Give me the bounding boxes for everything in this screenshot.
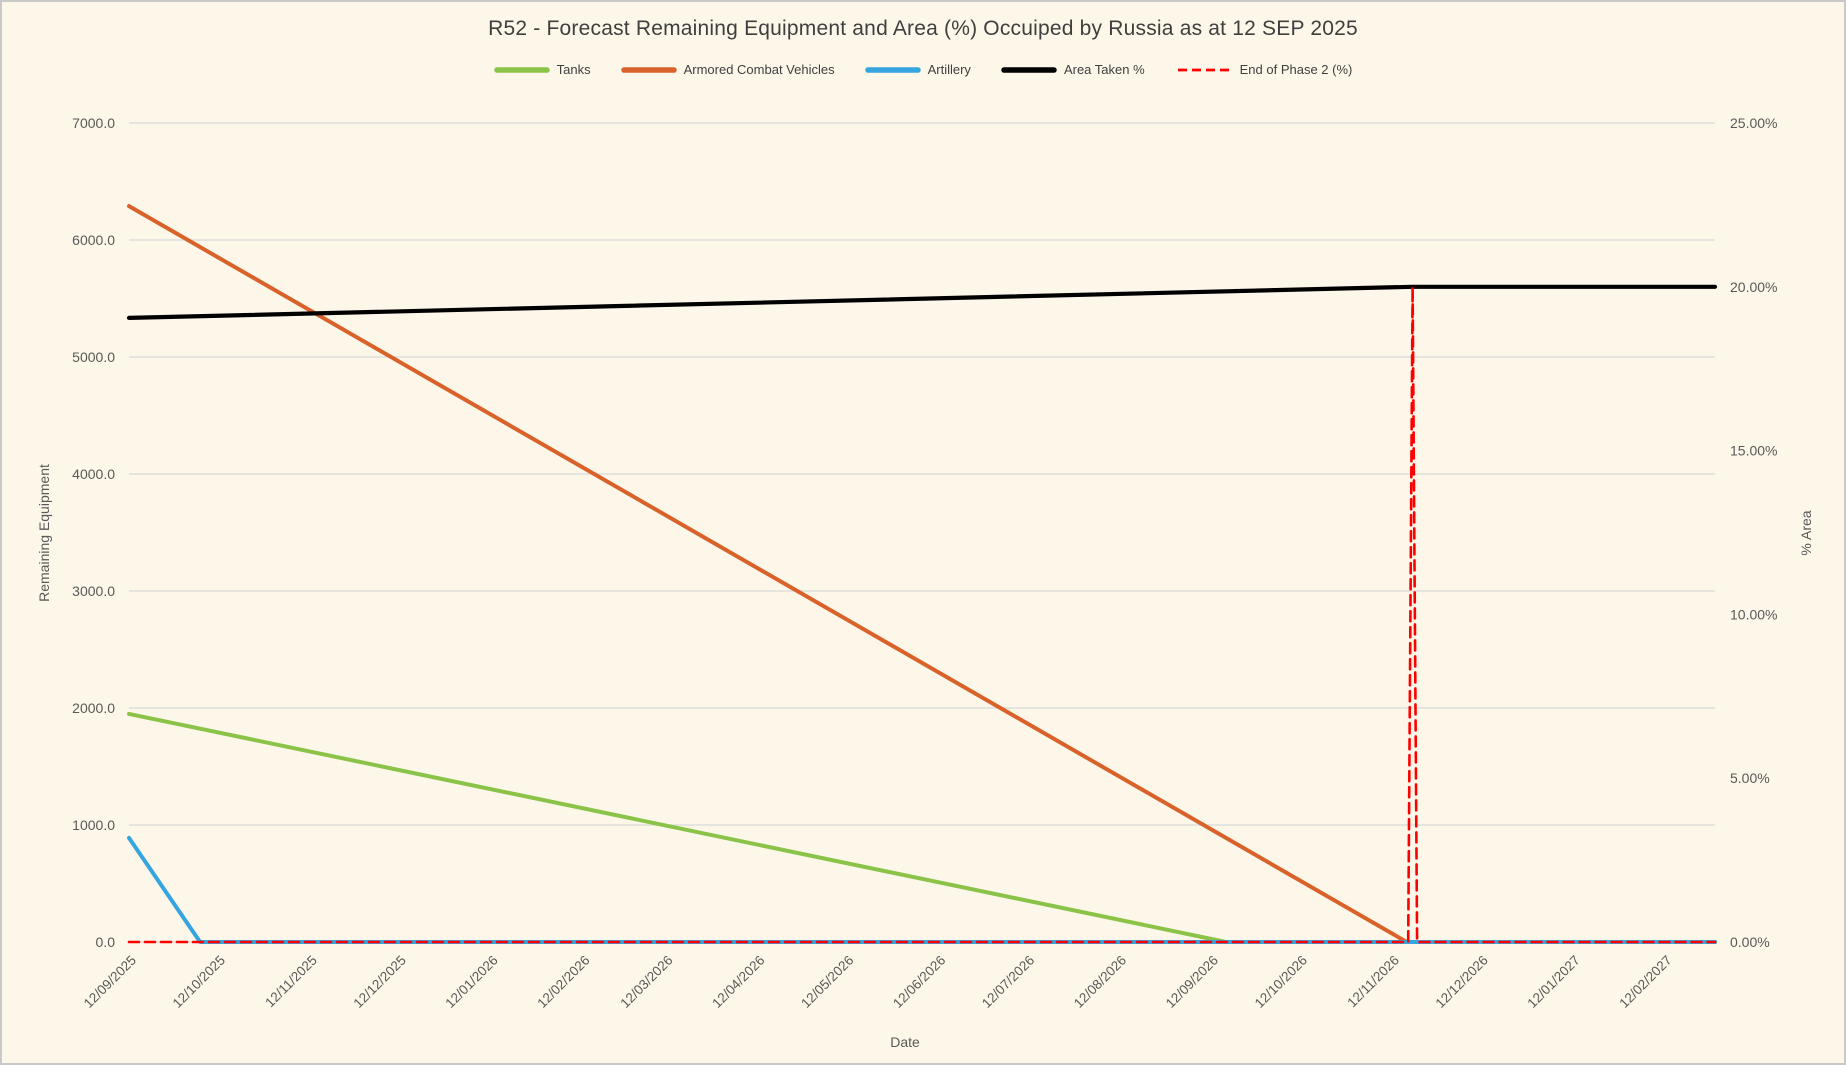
legend-item-area-taken: Area Taken % bbox=[1001, 62, 1145, 77]
y-left-tick-label: 7000.0 bbox=[72, 115, 115, 131]
y-left-tick-label: 1000.0 bbox=[72, 817, 115, 833]
legend-item-acv: Armored Combat Vehicles bbox=[620, 62, 835, 77]
x-tick-label: 12/11/2025 bbox=[262, 953, 320, 1011]
x-tick-label: 12/10/2025 bbox=[170, 953, 228, 1011]
y-right-tick-label: 0.00% bbox=[1730, 934, 1770, 950]
y-right-tick-label: 10.00% bbox=[1730, 606, 1777, 622]
x-tick-label: 12/07/2026 bbox=[979, 953, 1037, 1011]
series-line-end-of-phase-2 bbox=[127, 285, 1717, 944]
x-tick-label: 12/01/2026 bbox=[442, 953, 500, 1011]
x-tick-label: 12/04/2026 bbox=[709, 953, 767, 1011]
x-tick-label: 12/12/2025 bbox=[351, 953, 409, 1011]
legend-item-artillery: Artillery bbox=[864, 62, 971, 77]
legend-item-tanks: Tanks bbox=[493, 62, 591, 77]
y-left-tick-label: 2000.0 bbox=[72, 700, 115, 716]
y-left-tick-label: 0.0 bbox=[96, 934, 116, 950]
x-tick-label: 12/03/2026 bbox=[617, 953, 675, 1011]
x-tick-label: 12/06/2026 bbox=[890, 953, 948, 1011]
legend-swatch-end-of-phase-2-icon bbox=[1177, 68, 1230, 71]
series-line-acv bbox=[127, 204, 1717, 944]
x-tick-label: 12/08/2026 bbox=[1071, 953, 1129, 1011]
x-tick-label: 12/11/2026 bbox=[1344, 953, 1402, 1011]
legend-label: Area Taken % bbox=[1063, 62, 1145, 77]
y-axis-left-title: Remaining Equipment bbox=[36, 464, 52, 602]
y-right-tick-label: 5.00% bbox=[1730, 770, 1770, 786]
legend-label: Artillery bbox=[927, 62, 971, 77]
legend-swatch-tanks-icon bbox=[493, 66, 550, 73]
legend-label: End of Phase 2 (%) bbox=[1239, 62, 1353, 77]
y-right-tick-label: 20.00% bbox=[1730, 279, 1777, 295]
legend-item-end-of-phase-2: End of Phase 2 (%) bbox=[1175, 62, 1353, 77]
y-left-tick-label: 5000.0 bbox=[72, 349, 115, 365]
y-left-tick-label: 3000.0 bbox=[72, 583, 115, 599]
y-right-tick-label: 15.00% bbox=[1730, 443, 1777, 459]
legend-label: Tanks bbox=[556, 62, 591, 77]
x-tick-label: 12/05/2026 bbox=[798, 953, 856, 1011]
chart-legend: Tanks Armored Combat Vehicles Artillery Are… bbox=[0, 62, 1846, 77]
legend-label: Armored Combat Vehicles bbox=[683, 62, 835, 77]
y-right-tick-label: 25.00% bbox=[1730, 115, 1777, 131]
chart-title: R52 - Forecast Remaining Equipment and A… bbox=[488, 17, 1358, 40]
series-line-area-taken bbox=[126, 284, 1718, 320]
series-line-artillery bbox=[127, 835, 1717, 944]
y-axis-right-title: % Area bbox=[1798, 510, 1814, 556]
x-tick-label: 12/01/2027 bbox=[1524, 953, 1582, 1011]
series-line-tanks bbox=[127, 711, 1717, 944]
legend-swatch-acv-icon bbox=[620, 66, 677, 73]
x-tick-label: 12/09/2025 bbox=[81, 953, 139, 1011]
x-tick-label: 12/12/2026 bbox=[1433, 953, 1491, 1011]
y-left-tick-label: 6000.0 bbox=[72, 232, 115, 248]
x-axis-title: Date bbox=[890, 1034, 920, 1050]
x-tick-label: 12/02/2026 bbox=[534, 953, 592, 1011]
legend-swatch-area-taken-icon bbox=[1001, 66, 1057, 73]
y-left-tick-label: 4000.0 bbox=[72, 466, 115, 482]
legend-swatch-artillery-icon bbox=[864, 66, 921, 73]
x-tick-label: 12/10/2026 bbox=[1252, 953, 1310, 1011]
x-tick-label: 12/09/2026 bbox=[1163, 953, 1221, 1011]
x-tick-label: 12/02/2027 bbox=[1616, 953, 1674, 1011]
